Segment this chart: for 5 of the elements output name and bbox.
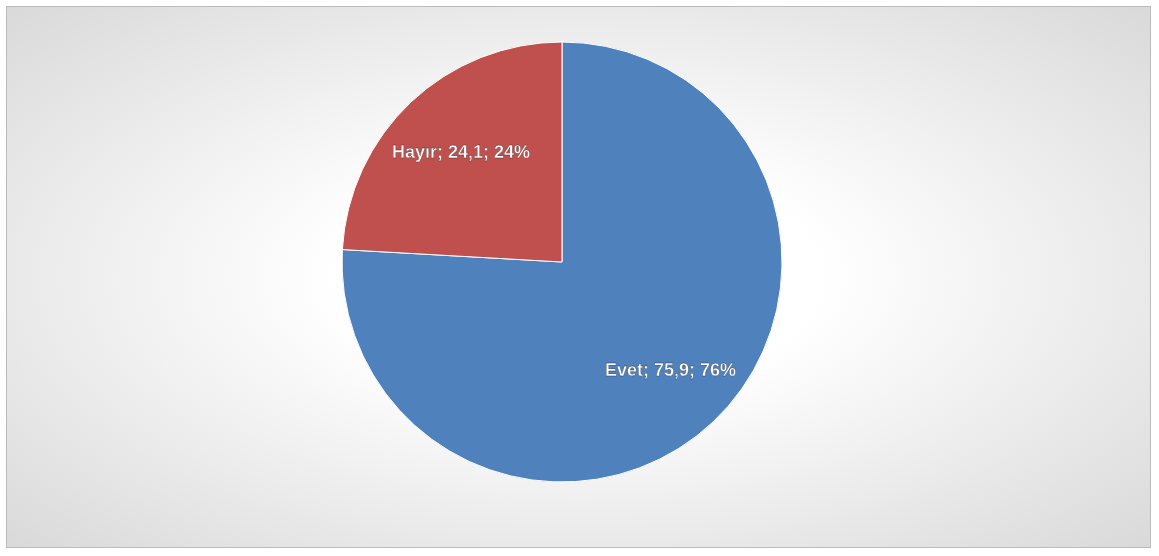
slice-label: Hayır bbox=[391, 141, 437, 162]
data-label: ; 24,1; 24% bbox=[436, 141, 531, 162]
pie-slice bbox=[341, 41, 783, 483]
slice-label: Evet bbox=[604, 360, 644, 381]
data-label: ; 75,9; 76% bbox=[643, 360, 737, 381]
